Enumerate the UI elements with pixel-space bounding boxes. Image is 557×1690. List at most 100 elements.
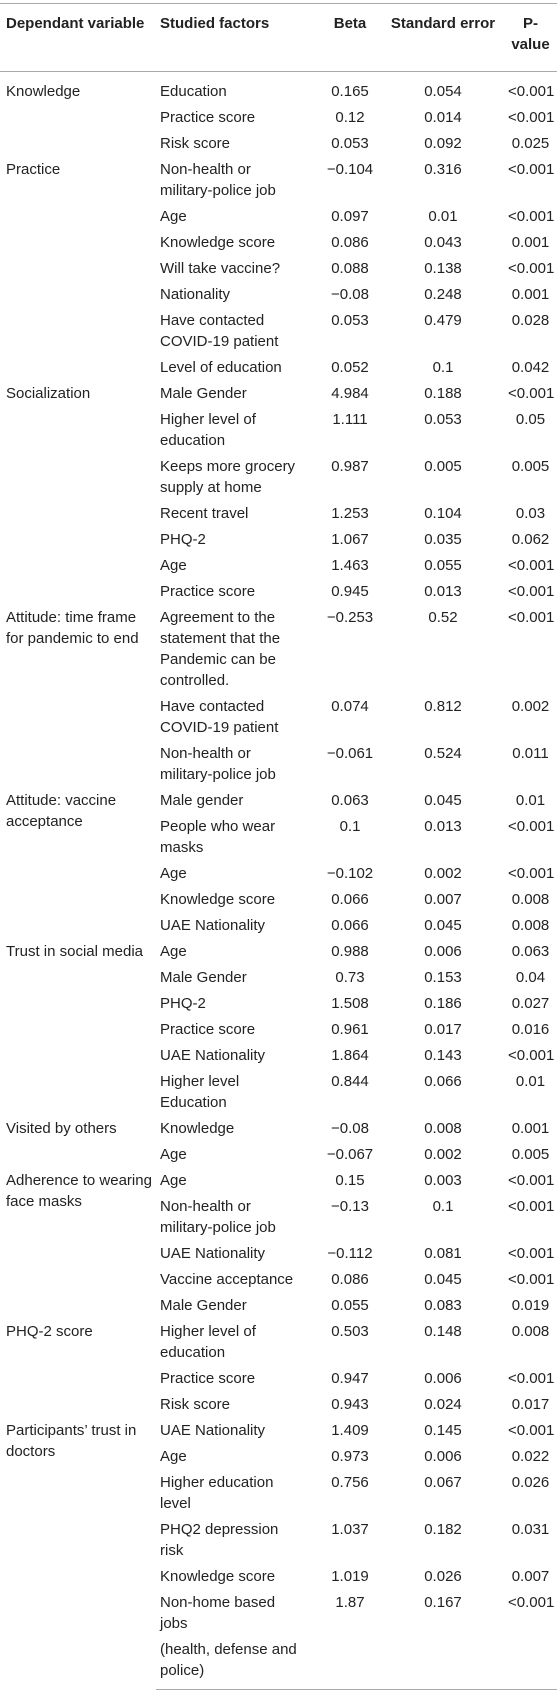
table-row: Risk score 0.943 0.024 0.017	[0, 1391, 557, 1417]
standard-error: 0.053	[424, 411, 462, 428]
p-value: 0.008	[511, 891, 550, 908]
studied-factor: Higher level Education	[160, 1073, 240, 1111]
beta: 0.973	[331, 1448, 369, 1465]
dependent-variable: Practice	[6, 161, 61, 178]
beta: 1.253	[331, 505, 369, 522]
p-value: 0.01	[515, 1073, 546, 1090]
dependent-variable: Socialization	[6, 385, 91, 402]
page: Dependant variable Studied factors Beta …	[0, 3, 557, 1690]
p-value: 0.005	[511, 458, 550, 475]
results-table: Dependant variable Studied factors Beta …	[0, 3, 557, 1690]
beta: 0.987	[331, 458, 369, 475]
beta: 0.052	[331, 359, 369, 376]
header-cell: P-value	[504, 3, 557, 72]
beta: −0.13	[331, 1198, 369, 1215]
p-value: <0.001	[508, 161, 555, 178]
beta: −0.104	[326, 161, 374, 178]
studied-factor: Agreement to the statement that the Pand…	[160, 609, 281, 689]
standard-error: 0.014	[424, 109, 462, 126]
studied-factor: PHQ-2	[160, 995, 206, 1012]
studied-factor: Non-health or military-police job	[160, 1198, 276, 1236]
standard-error: 0.081	[424, 1245, 462, 1262]
standard-error: 0.006	[424, 1448, 462, 1465]
studied-factor: Level of education	[160, 359, 282, 376]
factor-note: (health, defense and police)	[156, 1636, 318, 1690]
standard-error: 0.479	[424, 312, 462, 329]
p-value: <0.001	[508, 1594, 555, 1611]
standard-error: 0.002	[424, 1146, 462, 1163]
p-value: <0.001	[508, 1271, 555, 1288]
table-row: Practice score 0.961 0.017 0.016	[0, 1016, 557, 1042]
dependent-variable: PHQ-2 score	[6, 1323, 93, 1340]
p-value: 0.001	[511, 234, 550, 251]
p-value: <0.001	[508, 208, 555, 225]
beta: −0.112	[327, 1245, 373, 1262]
p-value: 0.04	[515, 969, 546, 986]
p-value: 0.022	[511, 1448, 550, 1465]
studied-factor: Vaccine acceptance	[160, 1271, 294, 1288]
studied-factor: Non-health or military-police job	[160, 161, 276, 199]
dependent-variable: Adherence to wearing face masks	[6, 1172, 152, 1210]
studied-factor: UAE Nationality	[160, 1422, 266, 1439]
dependent-variable: Attitude: time frame for pandemic to end	[6, 609, 139, 647]
studied-factor: Age	[160, 865, 187, 882]
studied-factor: UAE Nationality	[160, 1245, 266, 1262]
beta: 1.409	[331, 1422, 369, 1439]
beta: 0.088	[331, 260, 369, 277]
beta: 0.074	[331, 698, 369, 715]
standard-error: 0.145	[424, 1422, 462, 1439]
p-value: 0.05	[515, 411, 546, 428]
table-row: Knowledge Education 0.165 0.054 <0.001	[0, 72, 557, 105]
p-value: 0.016	[511, 1021, 550, 1038]
p-value: 0.01	[515, 792, 546, 809]
p-value: 0.028	[511, 312, 550, 329]
studied-factor: Age	[160, 1172, 187, 1189]
studied-factor: Recent travel	[160, 505, 249, 522]
studied-factor: Male Gender	[160, 1297, 247, 1314]
studied-factor: Have contacted COVID-19 patient	[160, 312, 279, 350]
table-row: Visited by others Knowledge −0.08 0.008 0.00…	[0, 1115, 557, 1141]
studied-factor: Keeps more grocery supply at home	[160, 458, 296, 496]
beta: −0.067	[326, 1146, 374, 1163]
table-row: Age 0.097 0.01 <0.001	[0, 203, 557, 229]
beta: 0.063	[331, 792, 369, 809]
beta: 1.111	[332, 411, 368, 428]
table-row: Participants’ trust in doctors UAE Nation…	[0, 1417, 557, 1460]
beta: 0.844	[331, 1073, 369, 1090]
beta: 0.756	[331, 1474, 369, 1491]
standard-error: 0.104	[424, 505, 462, 522]
table-row: Have contacted COVID-19 patient 0.074 0.81…	[0, 693, 557, 740]
table-row: Knowledge score 0.086 0.043 0.001	[0, 229, 557, 255]
table-row: Non-home based jobs 1.87 0.167 <0.001	[0, 1589, 557, 1636]
p-value: 0.042	[511, 359, 550, 376]
table-row: (health, defense and police)	[0, 1636, 557, 1690]
p-value: 0.002	[511, 698, 550, 715]
p-value: <0.001	[508, 1245, 555, 1262]
table-row: Practice Non-health or military-police jo…	[0, 156, 557, 203]
standard-error: 0.017	[424, 1021, 462, 1038]
beta: 0.086	[331, 1271, 369, 1288]
standard-error: 0.143	[424, 1047, 462, 1064]
dependent-variable: Participants’ trust in doctors	[6, 1422, 137, 1460]
studied-factor: Risk score	[160, 1396, 231, 1413]
studied-factor: Practice score	[160, 583, 256, 600]
studied-factor: Education	[160, 83, 227, 100]
table-body: Knowledge Education 0.165 0.054 <0.001 Practi…	[0, 72, 557, 1690]
beta: −0.08	[331, 1120, 369, 1137]
studied-factor: Higher level of education	[160, 1323, 256, 1361]
p-value: <0.001	[508, 1198, 555, 1215]
standard-error: 0.006	[424, 943, 462, 960]
studied-factor: Knowledge	[160, 1120, 235, 1137]
standard-error: 0.026	[424, 1568, 462, 1585]
table-row: Age 1.463 0.055 <0.001	[0, 552, 557, 578]
beta: 0.988	[331, 943, 369, 960]
studied-factor: Male Gender	[160, 385, 247, 402]
studied-factor: Nationality	[160, 286, 231, 303]
standard-error: 0.002	[424, 865, 462, 882]
standard-error: 0.092	[424, 135, 462, 152]
beta: −0.102	[326, 865, 374, 882]
beta: 0.066	[331, 917, 369, 934]
studied-factor: Non-home based jobs	[160, 1594, 276, 1632]
standard-error: 0.043	[424, 234, 462, 251]
table-row: PHQ-2 1.508 0.186 0.027	[0, 990, 557, 1016]
